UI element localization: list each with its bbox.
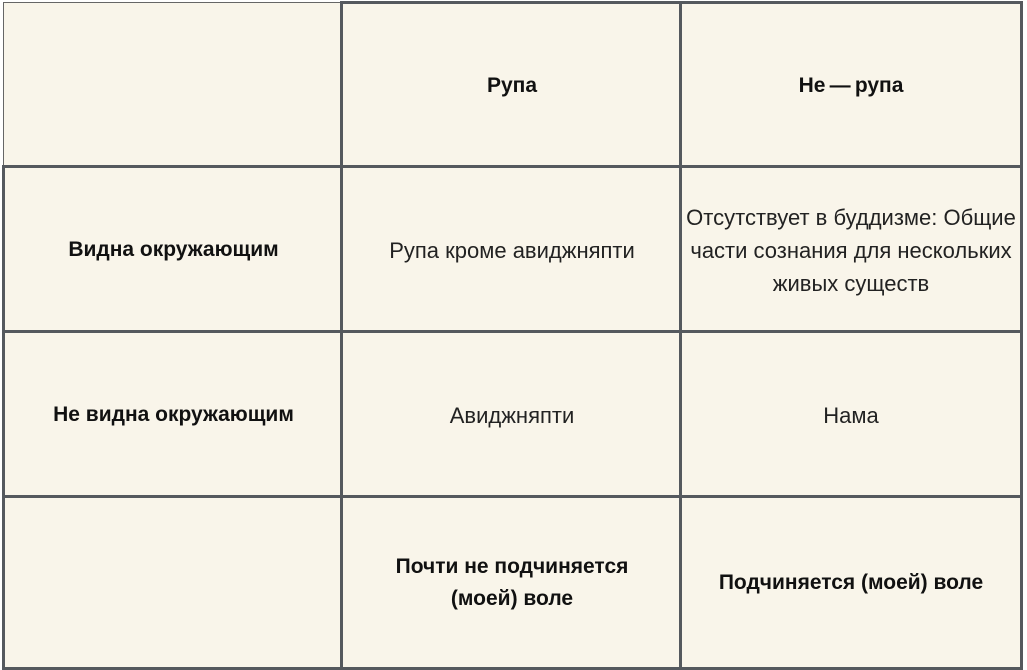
row-label-visible: Видна окружающим: [2, 165, 345, 335]
cell-invisible-rupa: Авиджняпти: [340, 330, 684, 500]
cell-will-ne-rupa: Подчиняется (моей) воле: [679, 495, 1023, 670]
header-ne-rupa: Не — рупа: [679, 1, 1023, 170]
header-corner-cell: [3, 2, 345, 169]
cell-visible-rupa: Рупа кроме авиджняпти: [340, 165, 684, 335]
cell-will-rupa: Почти не подчиняется (моей) воле: [340, 495, 684, 670]
row-label-invisible: Не видна окружающим: [2, 330, 345, 500]
cell-invisible-ne-rupa: Нама: [679, 330, 1023, 500]
header-rupa: Рупа: [340, 1, 684, 170]
row-label-will: [2, 495, 345, 670]
cell-visible-ne-rupa: Отсутствует в буддизме: Общие части созн…: [679, 165, 1023, 335]
